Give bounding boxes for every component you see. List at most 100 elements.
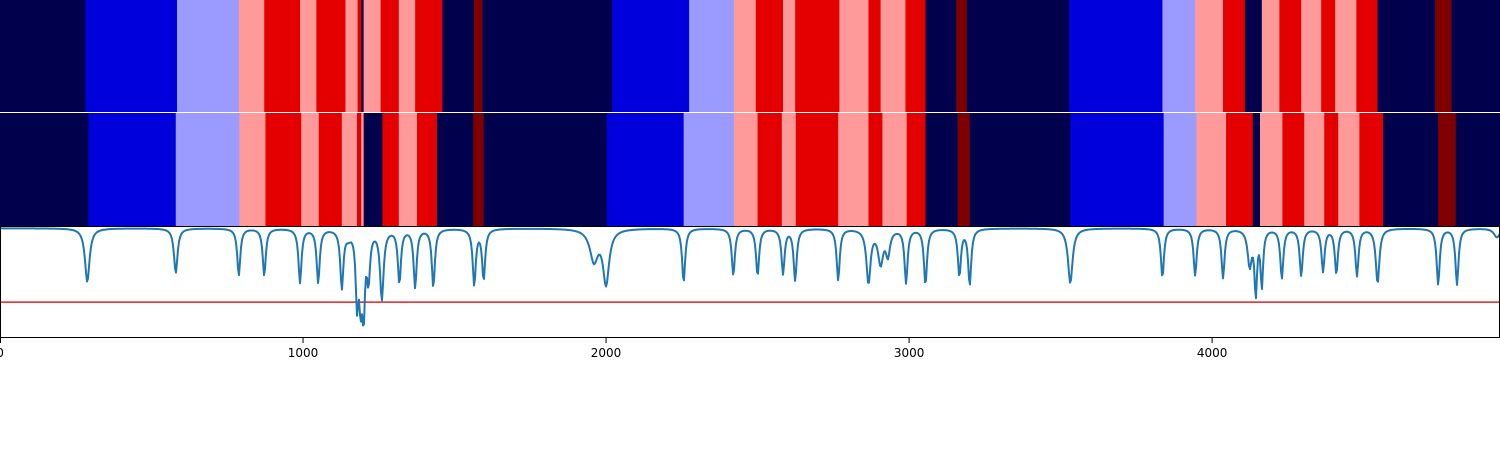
heatmap-cell xyxy=(176,0,240,112)
band-separator xyxy=(0,112,1500,113)
heatmap-cell xyxy=(1455,113,1500,226)
heatmap-cell xyxy=(356,113,362,226)
heatmap-cell xyxy=(1321,0,1336,112)
heatmap-cell xyxy=(689,0,735,112)
heatmap-cell xyxy=(1252,113,1261,226)
heatmap-cell xyxy=(0,0,87,112)
heatmap-cell xyxy=(483,113,608,226)
heatmap-cell xyxy=(1438,113,1457,226)
heatmap-cell xyxy=(1279,0,1302,112)
heatmap-cell xyxy=(1223,0,1246,112)
heatmap-cell xyxy=(301,113,320,226)
heatmap-cell xyxy=(956,0,968,112)
signal-line xyxy=(0,227,1500,327)
heatmap-cell xyxy=(957,113,971,226)
heatmap-cell xyxy=(868,0,882,112)
heatmap-cell xyxy=(265,113,302,226)
heatmap-cell xyxy=(1451,0,1500,112)
heatmap-cell xyxy=(415,0,444,112)
x-tick-label: 3000 xyxy=(894,346,925,360)
heatmap-cell xyxy=(398,113,418,226)
heatmap-cell xyxy=(1377,0,1436,112)
heatmap-cell xyxy=(612,0,690,112)
heatmap-cell xyxy=(925,0,957,112)
heatmap-cell xyxy=(1324,113,1339,226)
heatmap-cell xyxy=(361,0,365,112)
heatmap-cell xyxy=(363,0,382,112)
heatmap-cell xyxy=(880,0,907,112)
heatmap-cell xyxy=(482,0,613,112)
heatmap-cell xyxy=(436,113,474,226)
heatmap-cell xyxy=(380,0,400,112)
heatmap-cell xyxy=(473,0,484,112)
heatmap-cell xyxy=(361,113,365,226)
heatmap-cell xyxy=(345,0,359,112)
x-tick-label: 2000 xyxy=(591,346,622,360)
heatmap-cell xyxy=(1338,113,1360,226)
heatmap-cell xyxy=(318,113,343,226)
heatmap-cell xyxy=(85,0,178,112)
heatmap-cell xyxy=(416,113,438,226)
heatmap-cell xyxy=(1070,113,1165,226)
heatmap-cell xyxy=(88,113,177,226)
heatmap-cell xyxy=(0,113,90,226)
heatmap-cell xyxy=(755,0,784,112)
heatmap-cell xyxy=(795,0,840,112)
heatmap-cell xyxy=(238,0,265,112)
heatmap-cell xyxy=(1356,0,1379,112)
heatmap-cell xyxy=(906,113,927,226)
heatmap-cell xyxy=(1359,113,1384,226)
line-panel-background xyxy=(0,226,1500,338)
heatmap-cell xyxy=(683,113,735,226)
heatmap-cell xyxy=(733,0,757,112)
heatmap-cell xyxy=(357,0,362,112)
heatmap-cell xyxy=(606,113,685,226)
line-panel xyxy=(0,226,1500,338)
heatmap-cell xyxy=(882,113,908,226)
heatmap-cell xyxy=(398,0,416,112)
heatmap-band-middle xyxy=(0,113,1500,226)
heatmap-cell xyxy=(341,113,358,226)
heatmap-cell xyxy=(838,113,870,226)
heatmap-cell xyxy=(925,113,959,226)
heatmap-cell xyxy=(442,0,475,112)
heatmap-cell xyxy=(1226,113,1254,226)
heatmap-cell xyxy=(316,0,347,112)
heatmap-band-top xyxy=(0,0,1500,112)
heatmap-cell xyxy=(1304,113,1325,226)
heatmap-cell xyxy=(382,113,400,226)
heatmap-cell xyxy=(1195,0,1224,112)
heatmap-cell xyxy=(757,113,783,226)
heatmap-cell xyxy=(783,0,796,112)
heatmap-cell xyxy=(363,113,384,226)
heatmap-cell xyxy=(1301,0,1322,112)
x-tick-label: 4000 xyxy=(1197,346,1228,360)
heatmap-cell xyxy=(781,113,797,226)
heatmap-cell xyxy=(1261,0,1280,112)
heatmap-cell xyxy=(1162,0,1196,112)
heatmap-cell xyxy=(733,113,759,226)
heatmap-cell xyxy=(1435,0,1453,112)
heatmap-cell xyxy=(1244,0,1263,112)
heatmap-cell xyxy=(868,113,884,226)
heatmap-cell xyxy=(239,113,267,226)
heatmap-cell xyxy=(264,0,301,112)
heatmap-cell xyxy=(300,0,317,112)
heatmap-cell xyxy=(905,0,927,112)
heatmap-cell xyxy=(1163,113,1197,226)
heatmap-cell xyxy=(1282,113,1305,226)
heatmap-cell xyxy=(175,113,240,226)
heatmap-cell xyxy=(1069,0,1164,112)
heatmap-cell xyxy=(1335,0,1357,112)
heatmap-cell xyxy=(795,113,839,226)
x-axis: 0 1000 2000 3000 4000 xyxy=(0,338,1227,360)
heatmap-cell xyxy=(839,0,870,112)
heatmap-cell xyxy=(969,113,1071,226)
x-tick-label: 1000 xyxy=(288,346,319,360)
heatmap-cell xyxy=(1383,113,1439,226)
x-tick-label: 0 xyxy=(0,346,4,360)
heatmap-cell xyxy=(966,0,1070,112)
heatmap-cell xyxy=(1260,113,1284,226)
heatmap-cell xyxy=(473,113,485,226)
